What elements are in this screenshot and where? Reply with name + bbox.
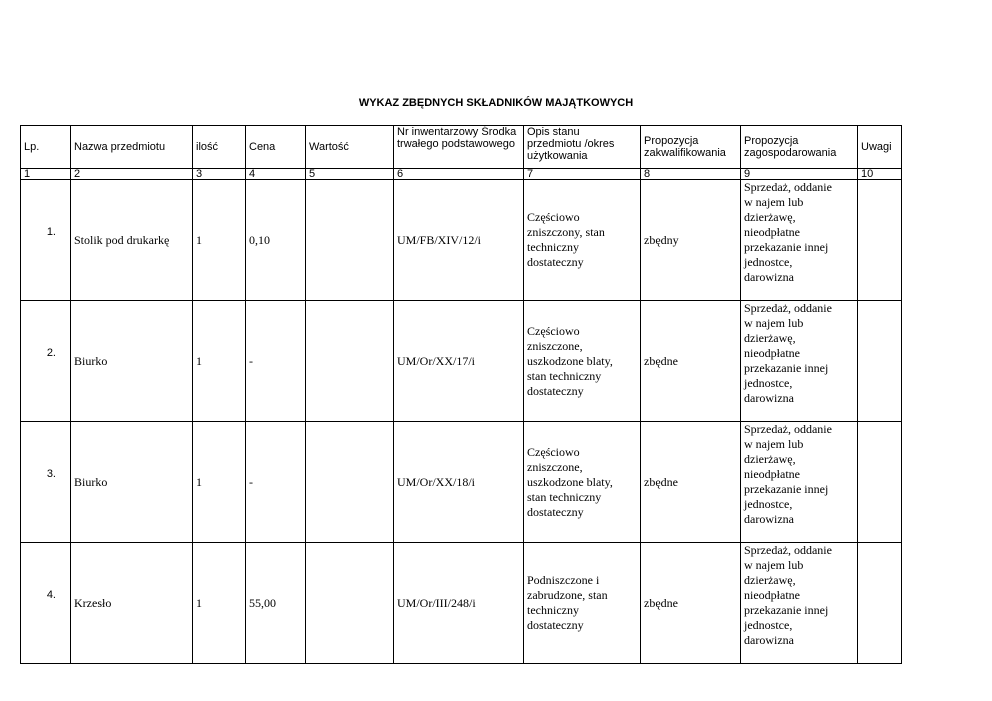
table-row: 4. Krzesło 1 55,00 UM/Or/III/248/i Podniszczo… — [20, 542, 902, 664]
cell-lp: 3. — [20, 421, 71, 543]
cell-condition-description: Podniszczone i zabrudzone, stan technicz… — [523, 542, 641, 664]
assets-table: Lp. Nazwa przedmiotu ilość Cena Wartość … — [20, 125, 902, 664]
cell-item-name: Krzesło — [70, 542, 193, 664]
column-number: 8 — [640, 168, 741, 180]
header-row: Lp. Nazwa przedmiotu ilość Cena Wartość … — [20, 125, 902, 169]
cell-condition-description: Częściowo zniszczone, uszkodzone blaty, … — [523, 421, 641, 543]
cell-condition-description: Częściowo zniszczone, uszkodzone blaty, … — [523, 300, 641, 422]
header-name: Nazwa przedmiotu — [70, 125, 193, 169]
header-inventory: Nr inwentarzowy Środka trwałego podstawo… — [393, 125, 524, 169]
column-number: 1 — [20, 168, 71, 180]
table-row: 1. Stolik pod drukarkę 1 0,10 UM/FB/XIV/12/i… — [20, 179, 902, 301]
cell-management-proposal: Sprzedaż, oddanie w najem lub dzierżawę,… — [740, 300, 858, 422]
cell-price: - — [245, 300, 306, 422]
column-number-row: 1 2 3 4 5 6 7 8 9 10 — [20, 168, 902, 180]
document-title: WYKAZ ZBĘDNYCH SKŁADNIKÓW MAJĄTKOWYCH — [358, 97, 634, 109]
cell-notes — [857, 421, 902, 543]
cell-price: - — [245, 421, 306, 543]
column-number: 10 — [857, 168, 902, 180]
cell-inventory-number: UM/FB/XIV/12/i — [393, 179, 524, 301]
header-management: Propozycja zagospodarowania — [740, 125, 858, 169]
column-number: 3 — [192, 168, 246, 180]
cell-price: 0,10 — [245, 179, 306, 301]
cell-inventory-number: UM/Or/XX/18/i — [393, 421, 524, 543]
cell-condition-description: Częściowo zniszczony, stan techniczny do… — [523, 179, 641, 301]
cell-management-proposal: Sprzedaż, oddanie w najem lub dzierżawę,… — [740, 542, 858, 664]
cell-value — [305, 421, 394, 543]
cell-quantity: 1 — [192, 542, 246, 664]
cell-notes — [857, 179, 902, 301]
header-qualification: Propozycja zakwalifikowania — [640, 125, 741, 169]
column-number: 7 — [523, 168, 641, 180]
column-number: 9 — [740, 168, 858, 180]
cell-value — [305, 179, 394, 301]
cell-item-name: Biurko — [70, 421, 193, 543]
cell-inventory-number: UM/Or/XX/17/i — [393, 300, 524, 422]
header-notes: Uwagi — [857, 125, 902, 169]
header-value: Wartość — [305, 125, 394, 169]
header-price: Cena — [245, 125, 306, 169]
column-number: 6 — [393, 168, 524, 180]
column-number: 4 — [245, 168, 306, 180]
cell-lp: 4. — [20, 542, 71, 664]
column-number: 2 — [70, 168, 193, 180]
cell-management-proposal: Sprzedaż, oddanie w najem lub dzierżawę,… — [740, 421, 858, 543]
cell-lp: 1. — [20, 179, 71, 301]
cell-qualification: zbędne — [640, 421, 741, 543]
cell-qualification: zbędny — [640, 179, 741, 301]
cell-quantity: 1 — [192, 421, 246, 543]
table-row: 2. Biurko 1- UM/Or/XX/17/i Częściowo zniszcz… — [20, 300, 902, 422]
cell-inventory-number: UM/Or/III/248/i — [393, 542, 524, 664]
header-lp: Lp. — [20, 125, 71, 169]
cell-value — [305, 542, 394, 664]
cell-management-proposal: Sprzedaż, oddanie w najem lub dzierżawę,… — [740, 179, 858, 301]
cell-item-name: Stolik pod drukarkę — [70, 179, 193, 301]
cell-value — [305, 300, 394, 422]
cell-qualification: zbędne — [640, 300, 741, 422]
cell-notes — [857, 542, 902, 664]
cell-quantity: 1 — [192, 300, 246, 422]
header-description: Opis stanu przedmiotu /okres użytkowania — [523, 125, 641, 169]
column-number: 5 — [305, 168, 394, 180]
header-qty: ilość — [192, 125, 246, 169]
cell-quantity: 1 — [192, 179, 246, 301]
cell-lp: 2. — [20, 300, 71, 422]
table-row: 3. Biurko 1- UM/Or/XX/18/i Częściowo zniszcz… — [20, 421, 902, 543]
cell-item-name: Biurko — [70, 300, 193, 422]
cell-qualification: zbędne — [640, 542, 741, 664]
cell-notes — [857, 300, 902, 422]
cell-price: 55,00 — [245, 542, 306, 664]
